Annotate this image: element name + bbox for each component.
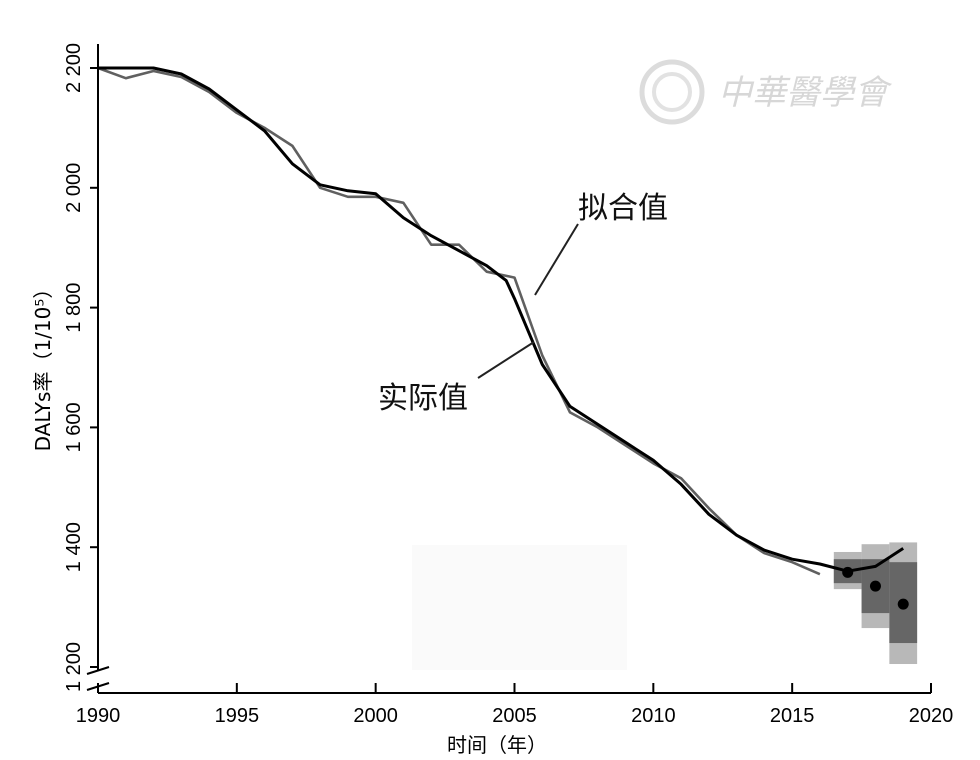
y-ticks: 1 200 1 400 1 600 1 800 2 000 2 200 [63, 43, 98, 692]
x-tick-label-2020: 2020 [909, 705, 954, 727]
forecast-point-2019 [897, 598, 909, 610]
y-tick-label-1600: 1 600 [63, 402, 85, 452]
watermark: 中華醫學會 [639, 59, 893, 125]
annotation-fit-label: 拟合值 [578, 191, 668, 226]
forecast-point-2018 [869, 580, 881, 592]
y-tick-label-1400: 1 400 [63, 522, 85, 572]
x-tick-label-1990: 1990 [76, 705, 121, 727]
x-tick-label-2005: 2005 [492, 705, 537, 727]
annotation-actual-leader [477, 341, 535, 379]
x-tick-label-2000: 2000 [353, 705, 398, 727]
series-actual-line [98, 66, 905, 573]
y-tick-label-1200: 1 200 [63, 642, 85, 692]
series-fit-line [97, 66, 821, 576]
annotation-actual: 实际值 [378, 341, 535, 416]
annotation-fit: 拟合值 [534, 191, 668, 296]
x-tick-label-2015: 2015 [770, 705, 815, 727]
series-layer [97, 66, 905, 576]
forecast-points [842, 566, 909, 610]
x-ticks: 1990 1995 2000 2005 2010 2015 2020 [76, 683, 954, 727]
y-tick-label-2000: 2 000 [63, 163, 85, 213]
watermark-seal-icon [639, 59, 705, 125]
annotation-actual-label: 实际值 [378, 381, 468, 416]
watermark-text: 中華醫學會 [718, 73, 893, 113]
x-tick-label-2010: 2010 [631, 705, 676, 727]
y-tick-label-2200: 2 200 [63, 43, 85, 93]
x-axis-title: 时间（年） [447, 733, 547, 757]
watermark-seal-inner-icon [652, 72, 692, 112]
forecast-point-2017 [842, 566, 854, 578]
y-tick-label-1800: 1 800 [63, 283, 85, 333]
x-tick-label-1995: 1995 [215, 705, 260, 727]
annotation-fit-leader [534, 223, 579, 296]
background-patch [412, 545, 627, 670]
y-axis-title: DALYs率（1/10⁵） [31, 279, 55, 452]
